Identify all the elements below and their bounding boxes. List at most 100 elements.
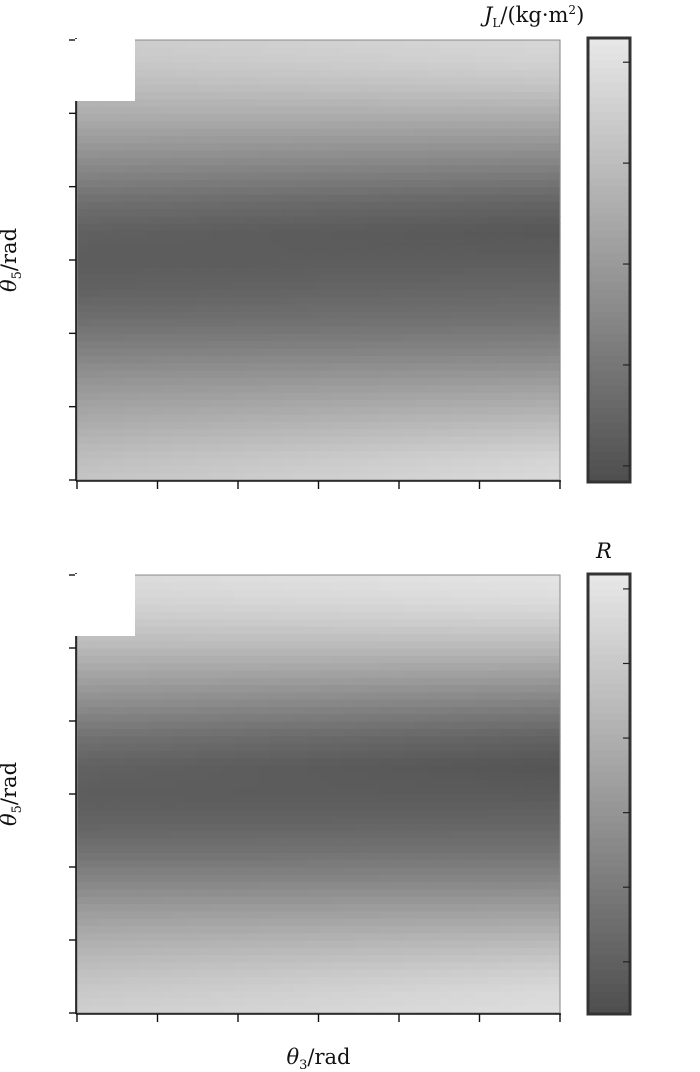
heatmap-cell xyxy=(415,414,428,422)
heatmap-cell xyxy=(318,201,332,210)
heatmap-cell xyxy=(378,604,392,613)
heatmap-cell xyxy=(427,735,440,744)
heatmap-cell xyxy=(451,655,464,664)
heatmap-cell xyxy=(221,691,235,700)
heatmap-cell xyxy=(270,633,283,642)
heatmap-cell xyxy=(258,896,271,905)
colorbar xyxy=(586,572,632,1016)
heatmap-cell xyxy=(415,318,428,327)
heatmap-cell xyxy=(463,296,477,305)
heatmap-cell xyxy=(306,684,320,693)
heatmap-cell xyxy=(246,648,259,656)
heatmap-cell xyxy=(354,772,368,780)
heatmap-cell xyxy=(511,640,525,649)
heatmap-cell xyxy=(415,91,428,100)
heatmap-cell xyxy=(209,976,223,985)
heatmap-cell xyxy=(282,392,295,400)
heatmap-cell xyxy=(403,47,416,56)
heatmap-cell xyxy=(427,742,440,751)
heatmap-cell xyxy=(403,69,416,78)
heatmap-cell xyxy=(306,779,320,788)
heatmap-cell xyxy=(487,655,501,664)
heatmap-cell xyxy=(318,289,332,298)
heatmap-cell xyxy=(173,128,187,136)
heatmap-cell xyxy=(499,135,513,144)
heatmap-cell xyxy=(294,604,308,613)
heatmap-cell xyxy=(270,362,283,371)
heatmap-cell xyxy=(197,450,211,459)
heatmap-cell xyxy=(415,458,428,466)
heatmap-cell xyxy=(366,859,380,868)
heatmap-cell xyxy=(101,706,114,715)
heatmap-cell xyxy=(439,157,452,166)
heatmap-cell xyxy=(137,135,151,144)
heatmap-cell xyxy=(390,764,404,773)
heatmap-cell xyxy=(499,888,513,897)
heatmap-cell xyxy=(258,969,271,978)
heatmap-cell xyxy=(306,47,320,56)
heatmap-cell xyxy=(523,852,537,861)
heatmap-cell xyxy=(439,113,452,122)
heatmap-cell xyxy=(390,252,404,261)
colorbar-band xyxy=(588,260,630,268)
heatmap-cell xyxy=(499,370,513,378)
heatmap-cell xyxy=(439,772,452,780)
heatmap-cell xyxy=(354,728,368,737)
heatmap-cell xyxy=(149,216,163,224)
heatmap-cell xyxy=(197,859,211,868)
heatmap-cell xyxy=(306,267,320,276)
heatmap-cell xyxy=(403,406,416,415)
heatmap-cell xyxy=(282,428,295,437)
heatmap-cell xyxy=(535,932,549,941)
heatmap-cell xyxy=(306,208,320,217)
heatmap-cell xyxy=(403,84,416,92)
heatmap-cell xyxy=(342,896,356,905)
heatmap-cell xyxy=(89,998,102,1007)
heatmap-cell xyxy=(415,750,428,759)
heatmap-cell xyxy=(233,128,247,136)
heatmap-cell xyxy=(233,611,247,620)
heatmap-cell xyxy=(403,859,416,868)
heatmap-cell xyxy=(390,961,404,970)
heatmap-cell xyxy=(233,472,247,481)
heatmap-cell xyxy=(511,362,525,371)
heatmap-cell xyxy=(221,589,235,598)
heatmap-cell xyxy=(475,932,489,941)
heatmap-cell xyxy=(499,54,513,63)
heatmap-cell xyxy=(463,465,477,474)
heatmap-cell xyxy=(318,135,332,144)
heatmap-cell xyxy=(294,62,308,70)
heatmap-cell xyxy=(439,691,452,700)
heatmap-cell xyxy=(535,414,549,422)
heatmap-cell xyxy=(451,779,464,788)
heatmap-cell xyxy=(173,304,187,312)
heatmap-cell xyxy=(475,40,489,48)
heatmap-cell xyxy=(270,772,283,780)
heatmap-cell xyxy=(221,208,235,217)
heatmap-cell xyxy=(113,786,126,795)
heatmap-cell xyxy=(535,40,549,48)
heatmap-cell xyxy=(149,120,163,129)
heatmap-cell xyxy=(113,406,126,415)
heatmap-cell xyxy=(354,230,368,239)
heatmap-cell xyxy=(101,392,114,400)
heatmap-cell xyxy=(547,164,561,173)
heatmap-cell xyxy=(294,940,308,948)
heatmap-cell xyxy=(294,406,308,415)
heatmap-cell xyxy=(306,611,320,620)
heatmap-cell xyxy=(378,157,392,166)
heatmap-cell xyxy=(149,713,163,722)
heatmap-cell xyxy=(463,355,477,364)
heatmap-cell xyxy=(89,677,102,686)
heatmap-cell xyxy=(354,677,368,686)
heatmap-cell xyxy=(415,662,428,671)
heatmap-cell xyxy=(439,764,452,773)
heatmap-cell xyxy=(282,903,295,912)
heatmap-cell xyxy=(101,640,114,649)
heatmap-cell xyxy=(101,1005,114,1014)
heatmap-cell xyxy=(330,289,344,298)
heatmap-cell xyxy=(511,684,525,693)
heatmap-cell xyxy=(378,54,392,63)
heatmap-cell xyxy=(499,961,513,970)
heatmap-cell xyxy=(487,135,501,144)
